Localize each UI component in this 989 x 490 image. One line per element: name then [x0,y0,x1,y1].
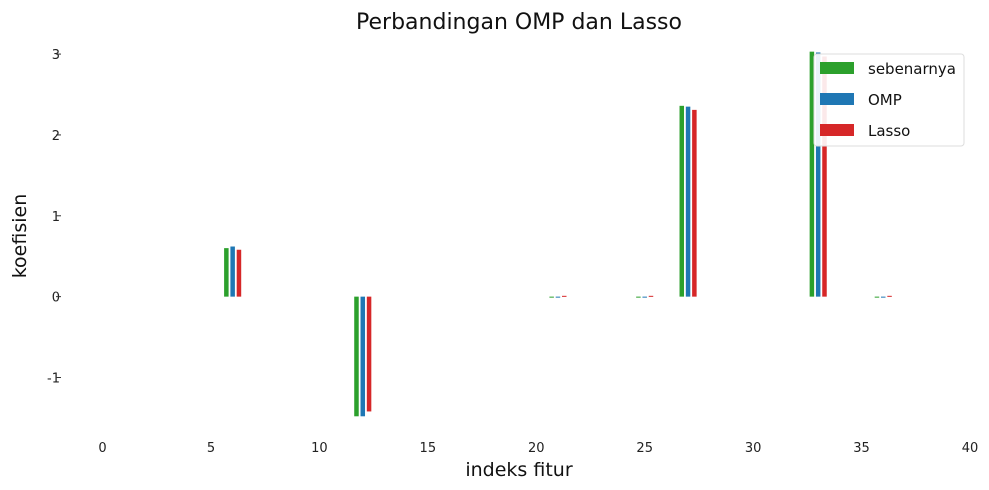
y-tick-label: 0 [52,291,60,306]
y-tick-label: -1 [47,371,60,386]
bar-lasso-12 [366,296,372,412]
chart-title: Perbandingan OMP dan Lasso [356,10,682,35]
x-axis-ticks: 0 5 10 15 20 25 30 35 40 [98,441,978,456]
x-tick-label: 35 [853,441,870,456]
x-tick-label: 10 [311,441,328,456]
bar-omp-27 [685,106,691,297]
x-tick-label: 40 [962,441,979,456]
x-tick-label: 30 [745,441,762,456]
bar-omp-6 [230,246,235,297]
legend-label-omp: OMP [868,91,902,109]
bar-omp-12 [360,296,366,417]
bar-sebenarnya-21 [549,296,554,298]
bar-lasso-25 [648,295,654,297]
bar-sebenarnya-6 [224,248,229,297]
bar-omp-33 [815,52,821,297]
bar-omp-36 [881,296,886,298]
bar-sebenarnya-33 [809,51,815,297]
y-axis-label: koefisien [9,194,31,279]
x-tick-label: 20 [528,441,545,456]
y-tick-label: 3 [52,48,60,63]
legend-swatch-lasso [820,124,854,136]
x-tick-label: 0 [98,441,106,456]
legend-box [813,53,965,147]
bar-sebenarnya-36 [874,296,880,298]
x-axis-label: indeks fitur [465,459,572,481]
bars [224,51,892,417]
legend-label-lasso: Lasso [868,122,910,140]
bar-lasso-21 [562,295,567,297]
bar-sebenarnya-25 [636,296,641,298]
y-tick-label: 1 [52,210,60,225]
bar-sebenarnya-27 [679,105,685,297]
bar-lasso-27 [692,109,697,297]
x-tick-label: 15 [420,441,437,456]
bar-lasso-33 [822,56,827,297]
bar-sebenarnya-12 [354,296,359,417]
legend-swatch-sebenarnya [820,62,854,74]
y-axis-ticks: -1 0 1 2 3 [47,48,61,386]
legend-swatch-omp [820,93,854,105]
y-tick-label: 2 [52,129,60,144]
legend: sebenarnya OMP Lasso [813,53,965,147]
bar-lasso-6 [236,249,242,297]
bar-omp-25 [642,296,647,298]
legend-label-sebenarnya: sebenarnya [868,60,956,78]
bar-omp-21 [555,296,561,298]
x-tick-label: 25 [636,441,653,456]
x-tick-label: 5 [207,441,215,456]
bar-lasso-36 [887,295,892,297]
